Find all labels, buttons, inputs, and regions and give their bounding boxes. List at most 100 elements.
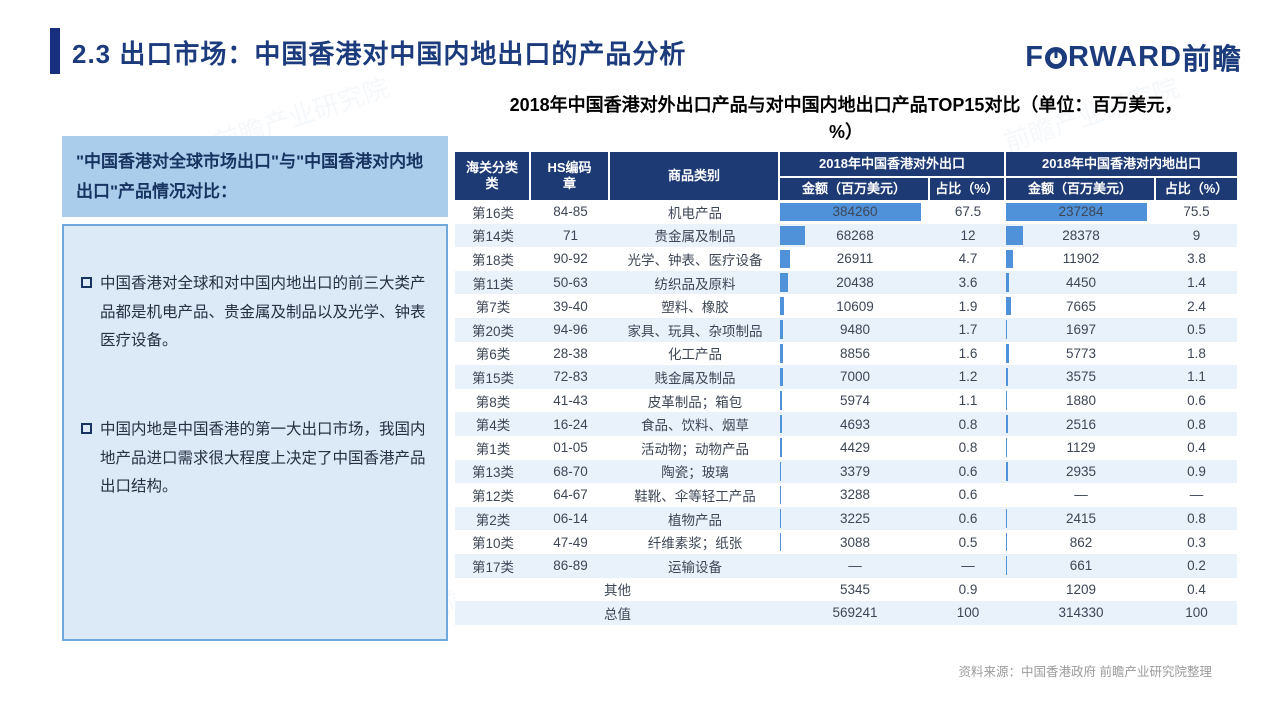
cell-hs-code-value: 94-96 bbox=[553, 322, 588, 338]
cell-product: 光学、钟表、医疗设备 bbox=[610, 247, 780, 271]
cell-world-amount: 8856 bbox=[780, 342, 930, 366]
cell-mainland-amount: 314330 bbox=[1006, 601, 1156, 625]
cell-mainland-amount: 7665 bbox=[1006, 294, 1156, 318]
table-row: 第7类 39-40 塑料、橡胶 10609 1.9 7665 2.4 bbox=[455, 294, 1237, 318]
cell-mainland-share: 75.5 bbox=[1156, 200, 1237, 224]
data-bar bbox=[780, 296, 784, 316]
cell-category: 第7类 bbox=[455, 294, 531, 318]
cell-product: 贱金属及制品 bbox=[610, 365, 780, 389]
cell-world-amount: 7000 bbox=[780, 365, 930, 389]
table-row: 第4类 16-24 食品、饮料、烟草 4693 0.8 2516 0.8 bbox=[455, 412, 1237, 436]
cell-hs-code: 28-38 bbox=[531, 342, 610, 366]
cell-world-amount: — bbox=[780, 554, 930, 578]
cell-world-share: 0.8 bbox=[930, 412, 1006, 436]
cell-category: 第4类 bbox=[455, 412, 531, 436]
cell-category-value: 第1类 bbox=[475, 441, 511, 457]
cell-category: 第15类 bbox=[455, 365, 531, 389]
cell-world-amount: 569241 bbox=[780, 601, 930, 625]
cell-hs-code-value: 16-24 bbox=[553, 416, 588, 432]
cell-category: 第13类 bbox=[455, 460, 531, 484]
cell-category: 第11类 bbox=[455, 271, 531, 295]
data-bar bbox=[780, 320, 784, 339]
cell-world-amount-value: 26911 bbox=[836, 251, 874, 267]
table-row: 第13类 68-70 陶瓷；玻璃 3379 0.6 2935 0.9 bbox=[455, 459, 1237, 484]
data-bar bbox=[780, 273, 788, 292]
cell-world-share: 100 bbox=[930, 601, 1006, 625]
cell-summary-label: 总值 bbox=[455, 601, 780, 625]
forward-logo: F RWARD 前瞻 bbox=[1025, 36, 1242, 78]
data-bar bbox=[780, 249, 790, 269]
cell-mainland-amount-value: 7665 bbox=[1065, 298, 1097, 314]
cell-category-value: 第4类 bbox=[475, 418, 511, 434]
cell-world-share: 1.7 bbox=[930, 318, 1006, 342]
header-world-amount: 金额（百万美元） bbox=[780, 176, 930, 200]
cell-hs-code-value: 86-89 bbox=[553, 558, 588, 574]
logo-text-rward: RWARD bbox=[1067, 40, 1182, 73]
cell-hs-code: 72-83 bbox=[531, 365, 610, 389]
cell-hs-code: 90-92 bbox=[531, 247, 610, 271]
cell-category: 第12类 bbox=[455, 483, 531, 507]
cell-hs-code: 64-67 bbox=[531, 483, 610, 507]
cell-world-share: 67.5 bbox=[930, 200, 1006, 224]
data-bar bbox=[1006, 391, 1008, 410]
table-row: 第20类 94-96 家具、玩具、杂项制品 9480 1.7 1697 0.5 bbox=[455, 317, 1237, 342]
cell-summary-label-value: 其他 bbox=[604, 583, 631, 599]
cell-world-amount-value: 5345 bbox=[839, 581, 871, 597]
cell-world-share: 4.7 bbox=[930, 247, 1006, 271]
cell-mainland-amount-value: 5773 bbox=[1065, 345, 1097, 361]
cell-hs-code-value: 41-43 bbox=[553, 393, 588, 409]
table-row: 第15类 72-83 贱金属及制品 7000 1.2 3575 1.1 bbox=[455, 365, 1237, 389]
cell-product: 运输设备 bbox=[610, 554, 780, 578]
cell-product-value: 贵金属及制品 bbox=[654, 229, 736, 245]
cell-mainland-share-value: 0.4 bbox=[1187, 440, 1206, 456]
data-bar bbox=[780, 226, 806, 245]
cell-hs-code: 41-43 bbox=[531, 389, 610, 413]
cell-world-share-value: 0.9 bbox=[958, 581, 978, 597]
table-row: 第14类 71 贵金属及制品 68268 12 28378 9 bbox=[455, 223, 1237, 248]
cell-hs-code: 68-70 bbox=[531, 460, 610, 484]
data-bar bbox=[1006, 532, 1007, 552]
cell-mainland-share: 0.2 bbox=[1156, 554, 1237, 578]
cell-hs-code-value: 47-49 bbox=[553, 534, 588, 550]
cell-world-amount: 9480 bbox=[780, 318, 930, 342]
cell-mainland-share-value: 9 bbox=[1192, 227, 1201, 243]
cell-world-share-value: 1.2 bbox=[958, 369, 978, 385]
cell-mainland-share-value: 0.5 bbox=[1187, 322, 1206, 338]
cell-product-value: 贱金属及制品 bbox=[654, 370, 736, 386]
cell-mainland-share: 1.8 bbox=[1156, 342, 1237, 366]
cell-hs-code-value: 06-14 bbox=[553, 511, 588, 527]
cell-mainland-amount-value: 2935 bbox=[1065, 463, 1097, 479]
cell-hs-code-value: 72-83 bbox=[553, 369, 588, 385]
data-bar bbox=[780, 509, 782, 528]
cell-world-share-value: 67.5 bbox=[954, 204, 982, 220]
title-accent-bar bbox=[50, 28, 60, 74]
cell-world-share-value: 12 bbox=[960, 227, 976, 243]
cell-world-share-value: — bbox=[961, 558, 975, 574]
cell-world-share: 0.6 bbox=[930, 460, 1006, 484]
cell-world-amount: 3379 bbox=[780, 460, 930, 484]
cell-mainland-share: 0.9 bbox=[1156, 460, 1237, 484]
cell-mainland-share: 3.8 bbox=[1156, 247, 1237, 271]
cell-mainland-share-value: 0.8 bbox=[1187, 416, 1206, 432]
cell-world-share-value: 3.6 bbox=[958, 275, 978, 291]
cell-category-value: 第2类 bbox=[475, 512, 511, 528]
cell-mainland-amount: 11902 bbox=[1006, 247, 1156, 271]
cell-category-value: 第16类 bbox=[471, 205, 515, 221]
cell-category-value: 第8类 bbox=[475, 394, 511, 410]
cell-category-value: 第13类 bbox=[471, 465, 515, 481]
cell-product: 皮革制品；箱包 bbox=[610, 389, 780, 413]
cell-mainland-amount: 862 bbox=[1006, 530, 1156, 554]
cell-world-share: 1.9 bbox=[930, 294, 1006, 318]
cell-mainland-amount-value: 2415 bbox=[1065, 511, 1097, 527]
table-row: 第8类 41-43 皮革制品；箱包 5974 1.1 1880 0.6 bbox=[455, 388, 1237, 413]
cell-mainland-amount: 28378 bbox=[1006, 224, 1156, 248]
cell-world-share-value: 1.7 bbox=[958, 322, 978, 338]
cell-world-share: — bbox=[930, 554, 1006, 578]
cell-mainland-amount-value: 314330 bbox=[1058, 605, 1104, 621]
page-title: 2.3 出口市场：中国香港对中国内地出口的产品分析 bbox=[72, 39, 687, 69]
cell-mainland-share-value: 75.5 bbox=[1183, 204, 1210, 220]
cell-mainland-share-value: 0.4 bbox=[1187, 581, 1206, 597]
cell-mainland-amount-value: 1209 bbox=[1065, 581, 1097, 597]
bullet-item: 中国内地是中国香港的第一大出口市场，我国内地产品进口需求很大程度上决定了中国香港… bbox=[81, 416, 429, 502]
data-bar bbox=[1006, 249, 1014, 269]
